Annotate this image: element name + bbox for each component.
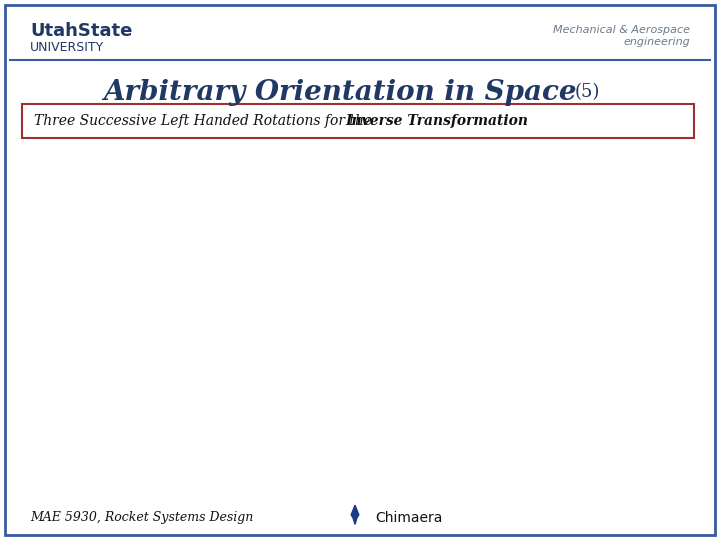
- Text: (5): (5): [575, 83, 600, 101]
- Text: Three Successive Left Handed Rotations for the: Three Successive Left Handed Rotations f…: [34, 114, 377, 128]
- Text: Mechanical & Aerospace: Mechanical & Aerospace: [553, 25, 690, 35]
- Text: engineering: engineering: [624, 37, 690, 47]
- Polygon shape: [351, 505, 359, 524]
- Text: MAE 5930, Rocket Systems Design: MAE 5930, Rocket Systems Design: [30, 511, 253, 524]
- Text: Arbitrary Orientation in Space: Arbitrary Orientation in Space: [103, 78, 577, 105]
- Text: Inverse Transformation: Inverse Transformation: [345, 114, 528, 128]
- Bar: [22, 104, 694, 138]
- Text: UNIVERSITY: UNIVERSITY: [30, 41, 104, 54]
- Text: UtahState: UtahState: [30, 22, 132, 40]
- Text: Chimaera: Chimaera: [375, 511, 442, 525]
